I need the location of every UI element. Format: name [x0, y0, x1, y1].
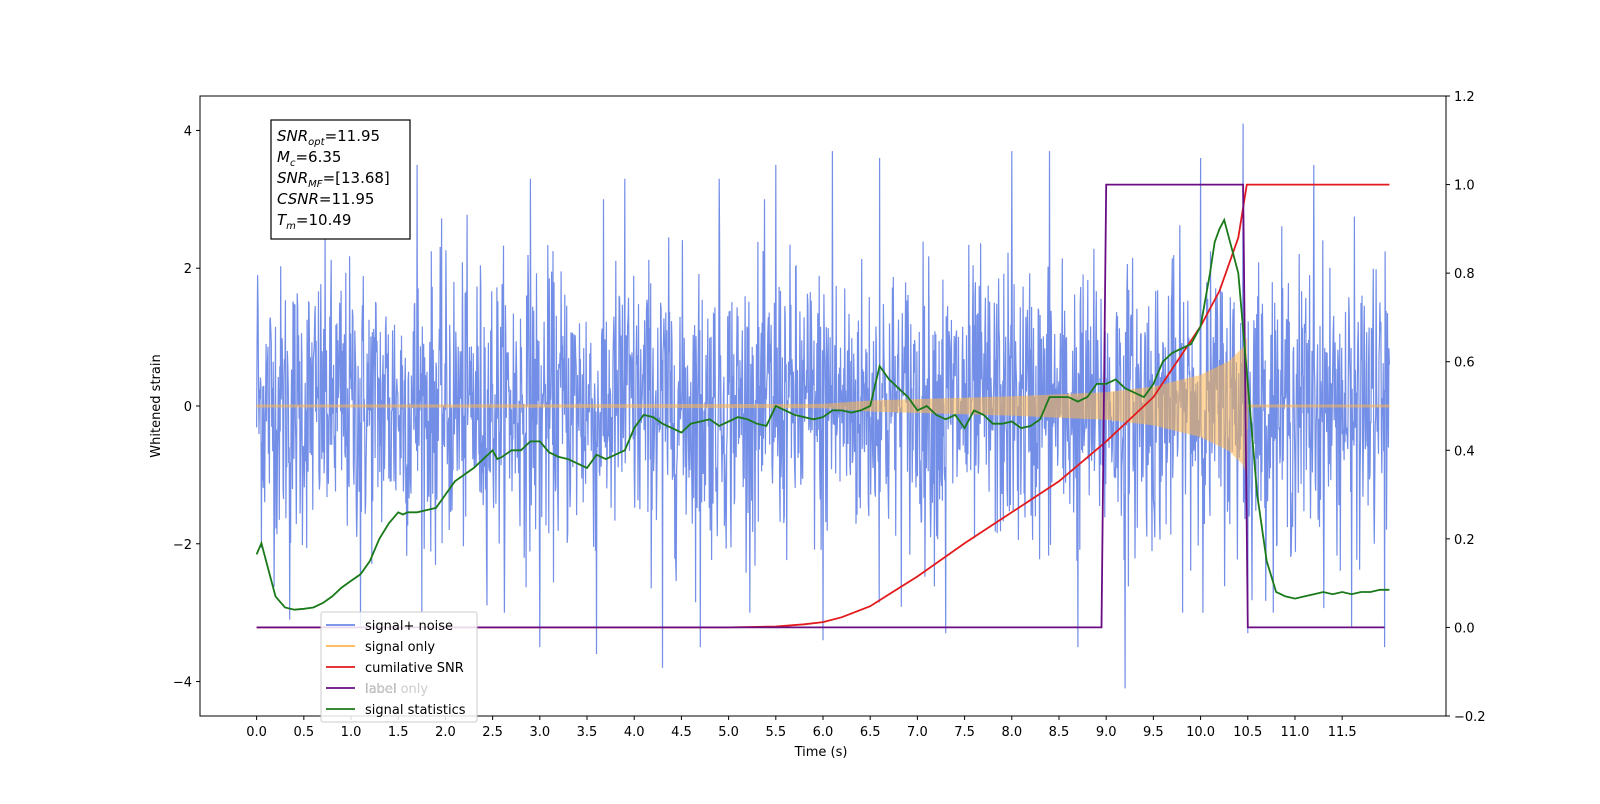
legend-label: cumilative SNR — [365, 661, 464, 676]
x-tick-label: 8.0 — [1001, 725, 1022, 740]
annotation-value: =11.95 — [319, 190, 375, 208]
legend: signal+ noise signal only cumilative SNR la… — [320, 611, 478, 723]
x-tick-label: 6.5 — [860, 725, 881, 740]
annotation-subscript: MF — [308, 179, 323, 190]
annotation-line: SNRMF=[13.68] — [277, 169, 390, 190]
y-tick-label: 0 — [184, 400, 192, 415]
annotation-line: Mc=6.35 — [277, 148, 341, 169]
x-tick-label: 10.0 — [1186, 725, 1215, 740]
legend-label: signal+ noise — [365, 619, 453, 634]
legend-frame — [320, 611, 478, 723]
annotation-symbol: M — [277, 148, 290, 166]
x-tick-label: 3.0 — [529, 725, 550, 740]
x-tick-label: 10.5 — [1233, 725, 1262, 740]
annotation-line: CSNR=11.95 — [277, 190, 374, 208]
y-axis: −4 −2 0 2 4 — [173, 124, 200, 691]
x-tick-label: 7.0 — [907, 725, 928, 740]
annotation-subscript: c — [290, 158, 296, 169]
y-axis-right: −0.2 0.0 0.2 0.4 0.6 0.8 1.0 1.2 — [1446, 90, 1486, 725]
annotation-value: =6.35 — [295, 148, 341, 166]
x-tick-label: 0.0 — [246, 725, 267, 740]
series-signal-statistics — [255, 217, 1390, 611]
x-tick-label: 6.0 — [813, 725, 834, 740]
y-right-tick-label: 1.2 — [1454, 90, 1475, 105]
x-tick-label: 2.5 — [482, 725, 503, 740]
y-right-tick-label: 0.6 — [1454, 356, 1475, 371]
legend-label: signal statistics — [365, 703, 466, 718]
x-tick-label: 1.5 — [388, 725, 409, 740]
x-tick-label: 1.0 — [341, 725, 362, 740]
annotation-line: Tm=10.49 — [277, 211, 351, 232]
y-right-tick-label: 0.2 — [1454, 533, 1475, 548]
series-signal-only — [256, 337, 1390, 475]
annotation-symbol: SNR — [277, 127, 308, 145]
x-tick-label: 5.0 — [718, 725, 739, 740]
series-signal-noise — [256, 123, 1390, 689]
x-tick-label: 9.5 — [1143, 725, 1164, 740]
annotation-subscript: m — [286, 221, 296, 232]
annotation-value: =11.95 — [325, 127, 381, 145]
annotation-symbol: T — [277, 211, 288, 229]
legend-label: signal only — [365, 640, 435, 655]
y-right-tick-label: 1.0 — [1454, 179, 1475, 194]
annotation-value: =10.49 — [296, 211, 352, 229]
y-tick-label: 2 — [184, 262, 192, 277]
x-tick-label: 3.5 — [577, 725, 598, 740]
annotation-line: SNRopt=11.95 — [277, 127, 380, 148]
plot-area — [255, 123, 1390, 689]
y-right-tick-label: 0.4 — [1454, 444, 1475, 459]
annotation-symbol: CSNR — [277, 190, 319, 208]
annotation-box: SNRopt=11.95Mc=6.35SNRMF=[13.68]CSNR=11.… — [270, 119, 411, 240]
annotation-subscript: opt — [308, 137, 325, 148]
y-tick-label: −2 — [173, 538, 192, 553]
x-tick-label: 4.0 — [624, 725, 645, 740]
x-tick-label: 11.0 — [1280, 725, 1309, 740]
y-right-tick-label: −0.2 — [1454, 710, 1486, 725]
y-axis-label: Whitened strain — [149, 354, 164, 457]
x-tick-label: 2.0 — [435, 725, 456, 740]
y-right-tick-label: 0.0 — [1454, 621, 1475, 636]
annotation-symbol: SNR — [277, 169, 308, 187]
x-tick-label: 9.0 — [1096, 725, 1117, 740]
annotation-frame — [270, 119, 411, 240]
y-right-tick-label: 0.8 — [1454, 267, 1475, 282]
x-tick-label: 8.5 — [1049, 725, 1070, 740]
annotation-value: =[13.68] — [323, 169, 390, 187]
x-axis-label: Time (s) — [794, 745, 848, 760]
legend-label: label — [365, 682, 396, 697]
series-label — [256, 183, 1385, 629]
series-cumulative-snr — [256, 183, 1390, 629]
x-tick-label: 0.5 — [293, 725, 314, 740]
x-tick-label: 7.5 — [954, 725, 975, 740]
x-tick-label: 4.5 — [671, 725, 692, 740]
y-tick-label: 4 — [184, 124, 192, 139]
x-tick-label: 5.5 — [765, 725, 786, 740]
legend-label-ghost: label only — [365, 682, 428, 697]
y-tick-label: −4 — [173, 676, 192, 691]
x-axis: 0.0 0.5 1.0 1.5 2.0 2.5 3.0 3.5 4.0 4.5 5.0 5.5 6.0 6… — [246, 716, 1357, 740]
x-tick-label: 11.5 — [1328, 725, 1357, 740]
